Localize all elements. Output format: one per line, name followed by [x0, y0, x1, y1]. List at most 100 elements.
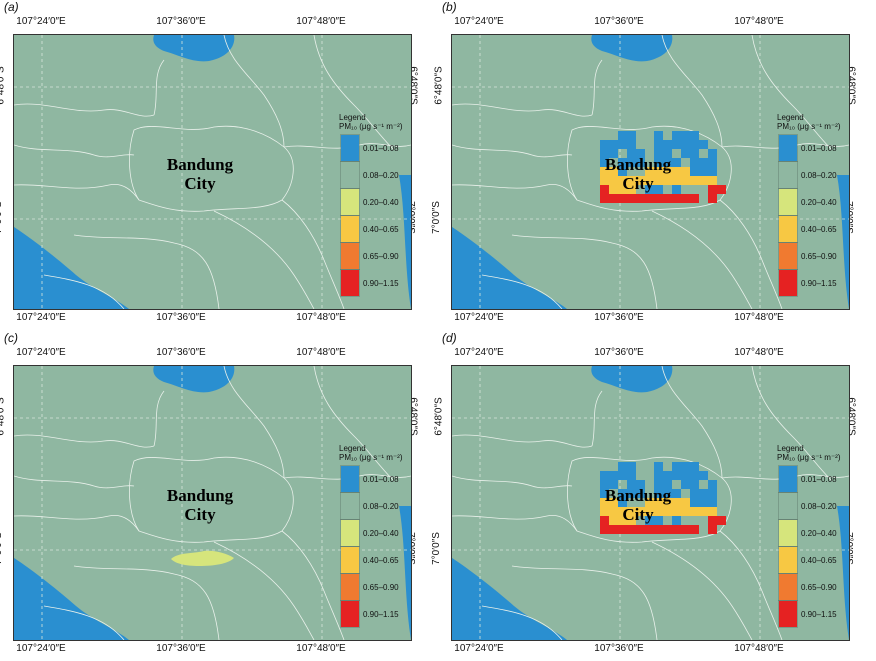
emission-area-small	[171, 550, 234, 566]
admin-boundary	[14, 475, 135, 489]
emission-cell	[654, 167, 663, 176]
legend-swatch	[340, 134, 360, 162]
admin-boundary	[14, 183, 140, 201]
emission-cell	[690, 480, 699, 489]
lon-tick-label: 107°36′0″E	[594, 16, 644, 27]
emission-cell	[636, 525, 645, 534]
legend-unit: PM₁₀ (μg s⁻¹ m⁻²)	[339, 122, 403, 131]
admin-boundary	[313, 35, 395, 151]
emission-cell	[672, 167, 681, 176]
emission-cell	[672, 185, 681, 194]
admin-boundary	[481, 274, 563, 309]
emission-cell	[699, 140, 708, 149]
legend-heading: Legend	[777, 444, 804, 453]
emission-cell	[618, 158, 627, 167]
admin-boundary	[511, 234, 658, 309]
water-body-southwest	[14, 227, 129, 309]
legend-swatch	[778, 161, 798, 189]
emission-cell	[636, 176, 645, 185]
map-panel-1: (a) 107°24′0″E 107°24′0″E 107°36′0″E 107°36′…	[0, 0, 438, 330]
emission-cell	[690, 525, 699, 534]
legend-unit: PM₁₀ (μg s⁻¹ m⁻²)	[339, 453, 403, 462]
legend-label: 0.08–0.20	[363, 171, 399, 180]
emission-cell	[627, 480, 636, 489]
legend-label: 0.08–0.20	[363, 502, 399, 511]
emission-cell	[636, 480, 645, 489]
emission-cell	[645, 176, 654, 185]
legend-title: Legend PM₁₀ (μg s⁻¹ m⁻²)	[777, 113, 841, 131]
emission-cell	[690, 158, 699, 167]
emission-cell	[690, 167, 699, 176]
lat-tick-label: 7°0′0″S	[430, 201, 442, 234]
emission-cell	[699, 471, 708, 480]
emission-cell	[618, 462, 627, 471]
emission-cell	[672, 471, 681, 480]
emission-cell	[690, 489, 699, 498]
emission-cell	[654, 471, 663, 480]
emission-cell	[600, 498, 609, 507]
emission-cell	[618, 471, 627, 480]
legend-swatch	[340, 573, 360, 601]
emission-cell	[690, 176, 699, 185]
emission-cell	[609, 498, 618, 507]
lon-tick-label: 107°36′0″E	[594, 347, 644, 358]
lon-tick-label: 107°36′0″E	[156, 16, 206, 27]
water-body-east	[837, 175, 849, 309]
emission-cell	[600, 525, 609, 534]
emission-cell	[699, 507, 708, 516]
panel-label: (b)	[442, 0, 457, 14]
legend-label: 0.65–0.90	[801, 252, 837, 261]
emission-cell	[672, 489, 681, 498]
emission-cell	[627, 489, 636, 498]
emission-cell	[717, 516, 726, 525]
emission-cell	[654, 176, 663, 185]
legend-swatch	[340, 215, 360, 243]
emission-cell	[609, 176, 618, 185]
legend-label: 0.20–0.40	[801, 198, 837, 207]
emission-cell	[681, 176, 690, 185]
city-label-line1: Bandung	[166, 486, 234, 505]
legend-swatch	[778, 269, 798, 297]
lon-tick-label: 107°48′0″E	[296, 16, 346, 27]
emission-cell	[618, 498, 627, 507]
emission-cell	[609, 185, 618, 194]
lon-tick-label: 107°48′0″E	[734, 643, 784, 654]
admin-boundary	[651, 541, 753, 640]
emission-cell	[600, 471, 609, 480]
lon-tick-label: 107°48′0″E	[296, 312, 346, 323]
emission-cell	[600, 185, 609, 194]
emission-cell	[609, 140, 618, 149]
admin-boundary	[73, 234, 220, 309]
water-body-southwest	[452, 558, 567, 640]
emission-cell	[654, 498, 663, 507]
emission-cell	[663, 167, 672, 176]
emission-cell	[690, 194, 699, 203]
emission-cell	[618, 176, 627, 185]
emission-cell	[645, 498, 654, 507]
emission-cell	[699, 158, 708, 167]
admin-boundary	[452, 144, 573, 158]
emission-cell	[600, 167, 609, 176]
emission-cell	[708, 480, 717, 489]
emission-cell	[690, 131, 699, 140]
emission-cell	[654, 131, 663, 140]
emission-cell	[708, 525, 717, 534]
admin-boundary	[452, 103, 593, 117]
emission-cell	[708, 167, 717, 176]
city-label-line2: City	[184, 174, 216, 193]
emission-cell	[681, 140, 690, 149]
emission-cell	[645, 507, 654, 516]
emission-cell	[663, 194, 672, 203]
emission-cell	[654, 525, 663, 534]
lat-tick-label: 6°48′0″S	[433, 397, 445, 436]
emission-cell	[627, 131, 636, 140]
emission-cell	[708, 489, 717, 498]
legend-swatch	[778, 215, 798, 243]
emission-cell	[600, 140, 609, 149]
lon-tick-label: 107°24′0″E	[16, 643, 66, 654]
emission-cell	[690, 498, 699, 507]
emission-cell	[600, 516, 609, 525]
legend-label: 0.20–0.40	[801, 529, 837, 538]
emission-cell	[600, 489, 609, 498]
emission-cell	[672, 158, 681, 167]
